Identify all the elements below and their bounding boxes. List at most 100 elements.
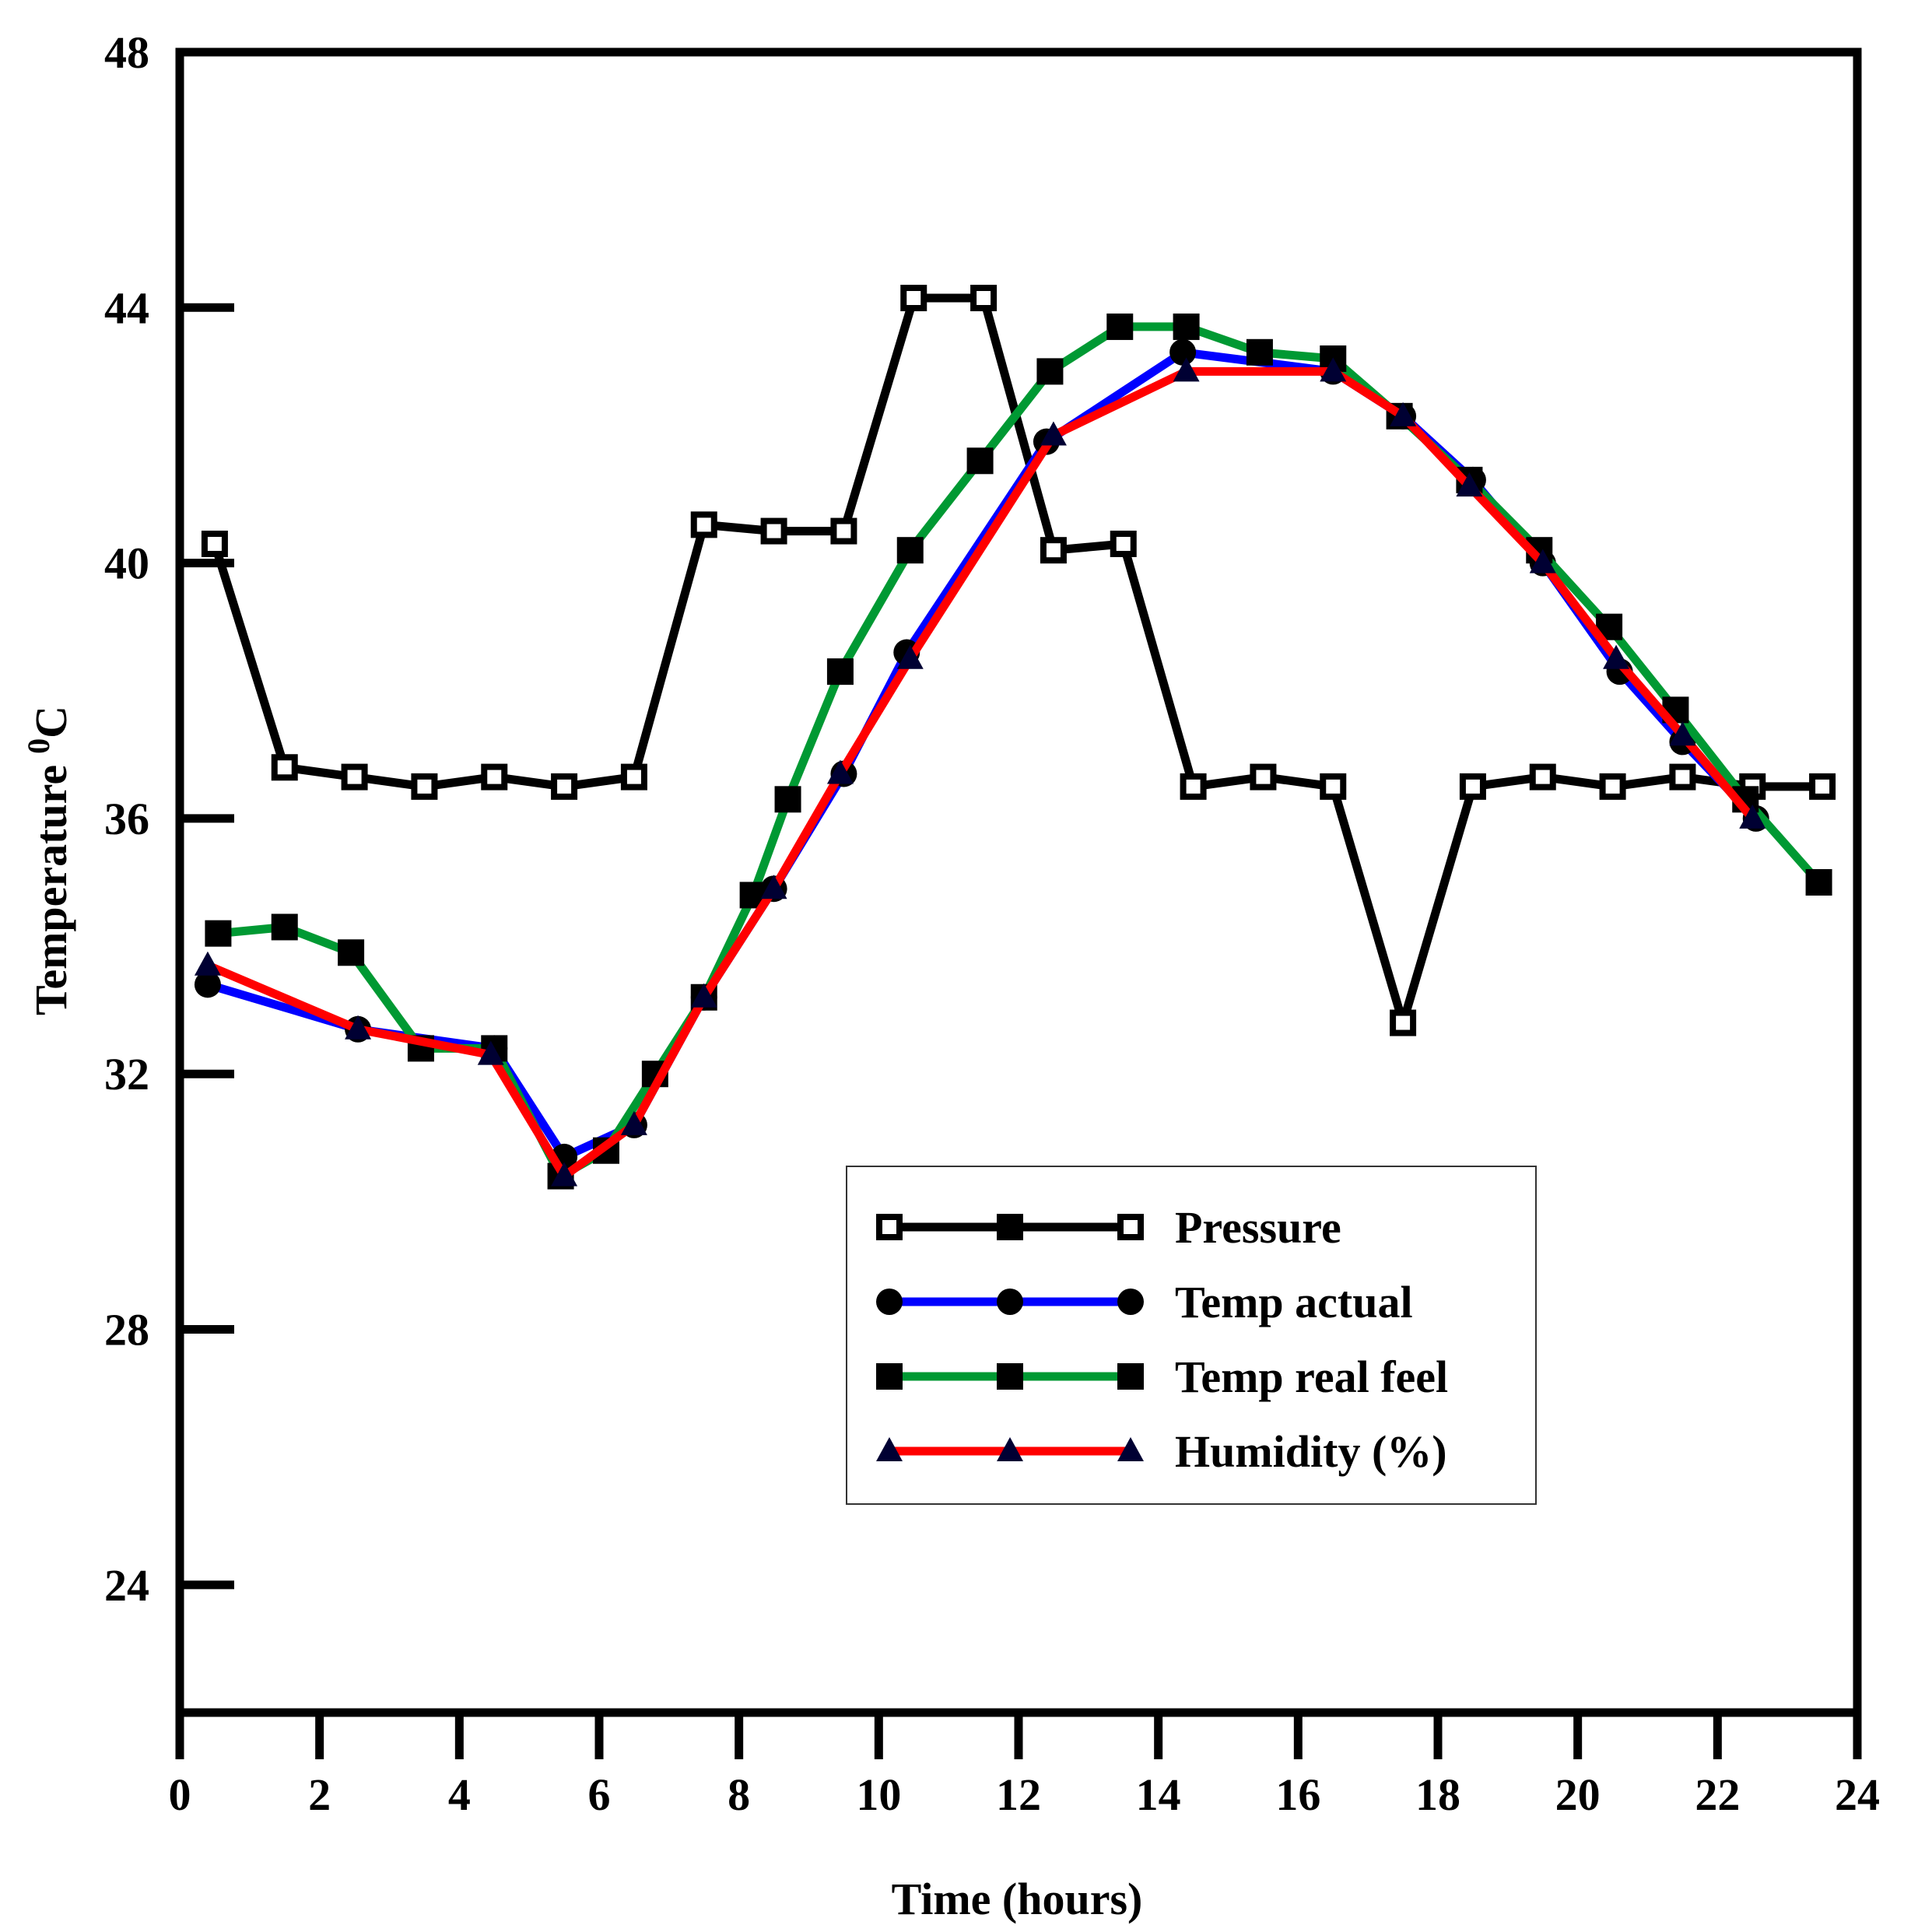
data-point bbox=[774, 786, 801, 813]
legend-item-humidity: Humidity (%) bbox=[876, 1426, 1447, 1477]
data-point bbox=[1669, 763, 1696, 791]
data-point bbox=[1805, 869, 1832, 896]
y-tick-label: 44 bbox=[104, 282, 149, 333]
data-point bbox=[194, 971, 221, 998]
data-point bbox=[1173, 313, 1200, 340]
data-point bbox=[1390, 401, 1417, 426]
data-point bbox=[830, 517, 857, 545]
data-point bbox=[345, 1015, 372, 1040]
data-point bbox=[826, 658, 854, 685]
data-point bbox=[1739, 804, 1766, 829]
x-tick-label: 6 bbox=[588, 1769, 611, 1820]
data-point bbox=[690, 511, 717, 538]
x-tick-label: 12 bbox=[996, 1769, 1041, 1820]
legend: Pressure Temp actual Temp real feel Humidit… bbox=[846, 1166, 1537, 1505]
legend-marker bbox=[997, 1214, 1023, 1240]
data-point bbox=[620, 1110, 647, 1135]
legend-item-pressure: Pressure bbox=[876, 1202, 1341, 1253]
data-point bbox=[1040, 421, 1067, 446]
data-point bbox=[194, 951, 221, 976]
legend-label: Humidity (%) bbox=[1175, 1426, 1447, 1477]
y-tick-label: 28 bbox=[104, 1305, 149, 1355]
data-point bbox=[1250, 763, 1277, 791]
y-tick-label: 36 bbox=[104, 794, 149, 844]
data-point bbox=[1320, 773, 1347, 800]
y-axis-title-superscript: 0 bbox=[21, 738, 56, 754]
legend-marker bbox=[876, 1289, 903, 1315]
legend-marker bbox=[1117, 1214, 1144, 1240]
data-point bbox=[760, 517, 787, 545]
legend-label: Pressure bbox=[1175, 1202, 1341, 1253]
y-tick-label: 32 bbox=[104, 1049, 149, 1099]
data-point bbox=[1529, 763, 1556, 791]
data-point bbox=[1456, 472, 1483, 497]
series-pressure bbox=[201, 284, 1836, 1036]
legend-marker bbox=[876, 1437, 903, 1461]
legend-item-temp-actual: Temp actual bbox=[876, 1277, 1413, 1327]
data-point bbox=[411, 773, 438, 800]
legend-marker bbox=[1117, 1289, 1144, 1315]
legend-marker bbox=[876, 1214, 903, 1240]
data-point bbox=[271, 754, 298, 781]
x-tick-label: 16 bbox=[1275, 1769, 1320, 1820]
data-point bbox=[966, 447, 994, 475]
legend-marker bbox=[876, 1363, 903, 1390]
series-line-humidity bbox=[203, 366, 1757, 1181]
x-tick-label: 4 bbox=[448, 1769, 471, 1820]
legend-marker bbox=[997, 1289, 1023, 1315]
legend-marker bbox=[997, 1437, 1023, 1461]
legend-marker bbox=[1117, 1363, 1144, 1390]
series-humidity bbox=[194, 357, 1766, 1187]
x-tick-label: 22 bbox=[1695, 1769, 1740, 1820]
data-point bbox=[551, 773, 578, 800]
data-point bbox=[1529, 549, 1556, 573]
legend-label: Temp real feel bbox=[1175, 1352, 1448, 1402]
data-point bbox=[1390, 1009, 1417, 1036]
data-point bbox=[477, 1040, 504, 1065]
data-point bbox=[551, 1162, 578, 1187]
y-axis-title-unit: C bbox=[26, 706, 76, 738]
data-point bbox=[1106, 313, 1134, 340]
legend-item-temp-real-feel: Temp real feel bbox=[876, 1352, 1448, 1402]
data-point bbox=[1669, 721, 1696, 746]
y-tick-label: 48 bbox=[104, 27, 149, 78]
data-point bbox=[900, 284, 927, 311]
data-point bbox=[1459, 773, 1486, 800]
data-point bbox=[205, 920, 232, 947]
x-tick-label: 24 bbox=[1835, 1769, 1880, 1820]
data-point bbox=[1180, 773, 1207, 800]
data-point bbox=[690, 983, 717, 1008]
data-point bbox=[1320, 357, 1347, 382]
x-tick-label: 18 bbox=[1415, 1769, 1460, 1820]
data-point bbox=[341, 763, 368, 791]
data-point bbox=[338, 939, 365, 966]
x-tick-label: 20 bbox=[1555, 1769, 1601, 1820]
data-point bbox=[1040, 537, 1067, 564]
series-temp-real-feel bbox=[205, 313, 1832, 1190]
data-point bbox=[826, 759, 854, 784]
data-point bbox=[896, 644, 924, 669]
data-point bbox=[481, 763, 508, 791]
data-point bbox=[271, 913, 298, 941]
legend-label: Temp actual bbox=[1175, 1277, 1413, 1327]
data-point bbox=[201, 530, 228, 557]
legend-marker bbox=[997, 1363, 1023, 1390]
data-point bbox=[896, 537, 924, 564]
y-tick-label: 40 bbox=[104, 538, 149, 589]
series-layer bbox=[194, 284, 1836, 1190]
x-axis-title: Time (hours) bbox=[892, 1874, 1143, 1924]
x-tick-label: 0 bbox=[169, 1769, 191, 1820]
data-point bbox=[620, 763, 647, 791]
y-tick-label: 24 bbox=[104, 1560, 149, 1611]
legend-marker bbox=[1117, 1437, 1144, 1461]
data-point bbox=[970, 284, 998, 311]
y-axis-title: Temperature 0C bbox=[21, 706, 76, 1015]
data-point bbox=[1599, 773, 1626, 800]
x-tick-label: 2 bbox=[308, 1769, 331, 1820]
x-tick-label: 8 bbox=[728, 1769, 750, 1820]
x-tick-label: 14 bbox=[1136, 1769, 1181, 1820]
y-axis-title-main: Temperature bbox=[26, 765, 76, 1015]
data-point bbox=[1809, 773, 1836, 800]
